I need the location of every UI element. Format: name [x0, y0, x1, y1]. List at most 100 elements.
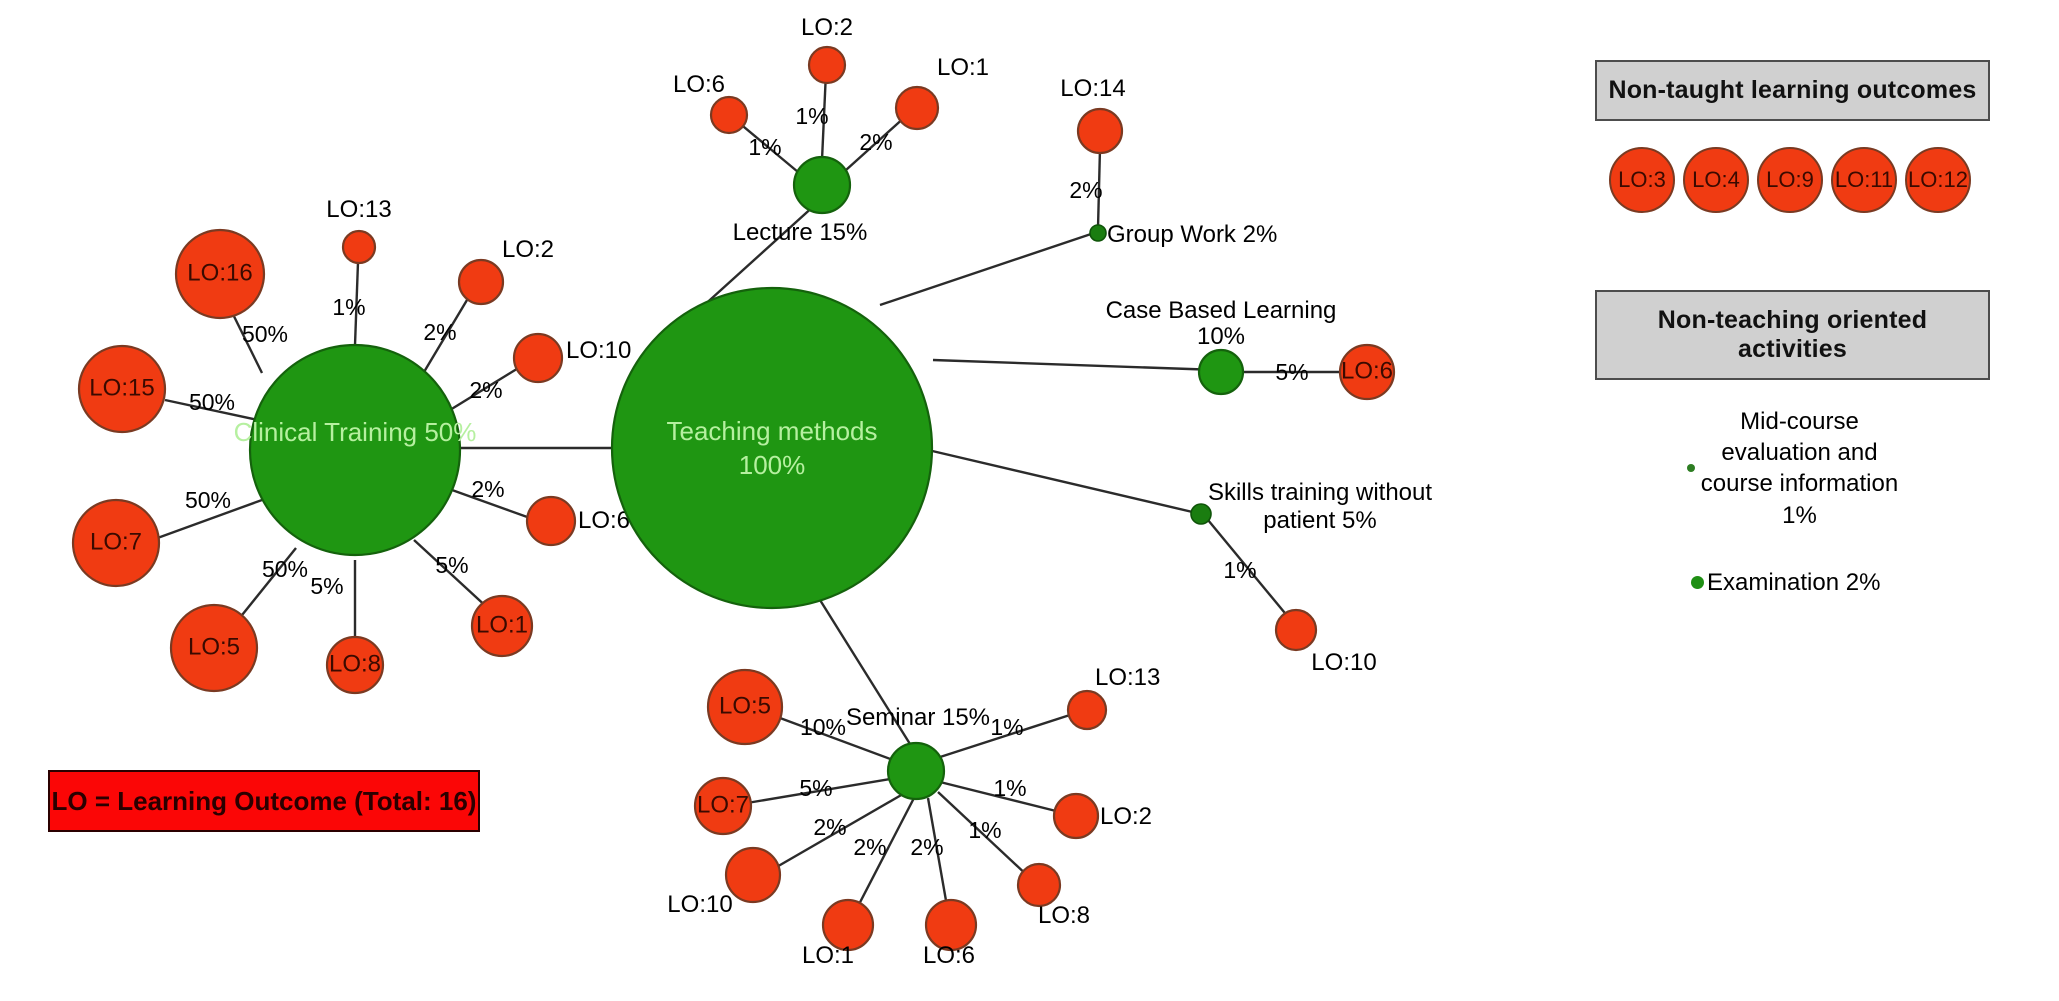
activity-bullet-icon	[1686, 464, 1695, 473]
non-taught-lo-item-2[interactable]: LO:9	[1757, 147, 1823, 213]
node-seminar-lo8[interactable]	[1016, 862, 1062, 908]
activity-examination: Examination 2%	[1595, 569, 1990, 597]
non-taught-lo-item-4[interactable]: LO:12	[1905, 147, 1971, 213]
legend-text: LO = Learning Outcome (Total: 16)	[51, 785, 477, 816]
pct-skills-lo10: 1%	[1223, 557, 1256, 583]
node-skills-training[interactable]	[1190, 503, 1212, 525]
label-casebased-lo6: LO:6	[1341, 357, 1393, 384]
label-lecture-lo1: LO:1	[937, 54, 989, 81]
edge-clinical-lo10	[449, 365, 521, 412]
cluster-case-based-learning: Case Based Learning 10% LO:6 5%	[1106, 297, 1396, 401]
node-groupwork-lo14[interactable]	[1076, 107, 1124, 155]
non-taught-lo-item-3[interactable]: LO:11	[1831, 147, 1897, 213]
cluster-clinical-training: Clinical Training 50% LO:16 50% LO:13 1%…	[71, 196, 631, 695]
node-clinical-lo10[interactable]	[512, 332, 564, 384]
pct-seminar-lo1: 2%	[853, 834, 886, 860]
pct-lecture-lo2: 1%	[795, 103, 828, 129]
label-seminar-lo10: LO:10	[667, 891, 732, 918]
edge-lecture-lo6	[737, 121, 799, 173]
edge-seminar-lo6	[926, 797, 950, 913]
node-clinical-lo16[interactable]	[174, 228, 266, 320]
label-clinical-lo7: LO:7	[90, 528, 142, 555]
cluster-skills-training: Skills training without patient 5% LO:10…	[1190, 479, 1432, 676]
pct-clinical-lo2: 2%	[423, 319, 456, 345]
pct-seminar-lo6: 2%	[910, 834, 943, 860]
label-lecture: Lecture 15%	[733, 219, 868, 246]
node-lecture[interactable]	[792, 155, 852, 215]
edge-clinical-lo13	[353, 261, 360, 346]
node-clinical-lo5[interactable]	[169, 603, 259, 693]
node-group-work[interactable]	[1089, 224, 1107, 242]
node-casebased-lo6[interactable]	[1338, 343, 1396, 401]
label-seminar-lo2: LO:2	[1100, 803, 1152, 830]
pct-clinical-lo15: 50%	[189, 389, 235, 415]
node-clinical-lo7[interactable]	[71, 498, 161, 588]
label-clinical-lo13: LO:13	[326, 196, 391, 223]
node-clinical-lo13[interactable]	[341, 229, 377, 265]
edge-root-groupwork	[879, 230, 1098, 307]
activity-mid-course-line3: course information	[1700, 470, 1899, 498]
pct-clinical-lo10: 2%	[469, 377, 502, 403]
pct-clinical-lo7: 50%	[185, 487, 231, 513]
examination-bullet-icon	[1691, 576, 1704, 590]
node-lecture-lo1[interactable]	[894, 85, 940, 131]
node-seminar-lo7[interactable]	[693, 776, 753, 836]
label-seminar-lo7: LO:7	[697, 791, 749, 818]
node-seminar-lo5[interactable]	[706, 668, 784, 746]
node-clinical-training[interactable]	[248, 343, 462, 557]
label-clinical-lo10: LO:10	[566, 337, 631, 364]
node-lecture-lo6[interactable]	[709, 95, 749, 135]
label-groupwork-lo14: LO:14	[1060, 75, 1125, 102]
node-seminar-lo13[interactable]	[1066, 689, 1108, 731]
node-seminar-lo6[interactable]	[924, 898, 978, 952]
panel-non-taught-learning-outcomes: Non-taught learning outcomes LO:3 LO:4 L…	[1595, 60, 1990, 213]
non-taught-lo-item-1[interactable]: LO:4	[1683, 147, 1749, 213]
pct-seminar-lo7: 5%	[799, 775, 832, 801]
activity-mid-course-evaluation: Mid-course evaluation and course informa…	[1595, 406, 1990, 531]
pct-seminar-lo8: 1%	[968, 817, 1001, 843]
label-seminar-lo13: LO:13	[1095, 664, 1160, 691]
node-teaching-methods[interactable]	[610, 286, 934, 610]
node-lecture-lo2[interactable]	[807, 45, 847, 85]
edge-clinical-lo2	[422, 294, 472, 373]
node-clinical-lo15[interactable]	[77, 344, 167, 434]
pct-clinical-lo16: 50%	[242, 321, 288, 347]
label-clinical-lo1: LO:1	[476, 611, 528, 638]
activity-mid-course-text: Mid-course evaluation and course informa…	[1701, 406, 1898, 531]
panel-non-taught-header: Non-taught learning outcomes	[1595, 60, 1990, 121]
label-clinical-lo16: LO:16	[187, 259, 252, 286]
activity-examination-text: Examination 2%	[1707, 568, 1881, 596]
node-clinical-lo6[interactable]	[525, 495, 577, 547]
edge-clinical-lo7	[151, 498, 263, 542]
edge-seminar-lo8	[937, 791, 1031, 879]
node-seminar[interactable]	[886, 741, 946, 801]
node-clinical-lo2[interactable]	[457, 258, 505, 306]
legend-box: LO = Learning Outcome (Total: 16)	[48, 770, 480, 832]
node-seminar-lo10[interactable]	[724, 846, 782, 904]
activity-mid-course-line4: 1%	[1782, 501, 1817, 529]
pct-clinical-lo6: 2%	[471, 476, 504, 502]
non-taught-lo-item-0[interactable]: LO:3	[1609, 147, 1675, 213]
edge-root-lecture	[689, 194, 827, 319]
edge-root-casebased	[932, 358, 1219, 372]
label-case-based-learning-line2: 10%	[1197, 323, 1245, 350]
cluster-group-work: Group Work 2% LO:14 2%	[1060, 75, 1277, 248]
edge-seminar-lo2	[939, 780, 1061, 814]
edge-lecture-lo1	[845, 115, 907, 171]
node-skills-lo10[interactable]	[1274, 608, 1318, 652]
label-skills-training-line1: Skills training without	[1208, 479, 1432, 506]
panel-non-teaching-oriented-activities: Non-teaching oriented activities Mid-cou…	[1595, 290, 1990, 597]
node-clinical-lo1[interactable]	[470, 594, 534, 658]
label-clinical-training: Clinical Training 50%	[234, 417, 477, 447]
pct-lecture-lo1: 2%	[859, 129, 892, 155]
cluster-seminar: Seminar 15% LO:5 10% LO:13 1% LO:7 5% LO…	[667, 664, 1160, 969]
label-skills-training-line2: patient 5%	[1263, 507, 1376, 534]
pct-clinical-lo1: 5%	[435, 552, 468, 578]
node-seminar-lo2[interactable]	[1052, 792, 1100, 840]
node-seminar-lo1[interactable]	[821, 898, 875, 952]
node-clinical-lo8[interactable]	[325, 635, 385, 695]
edge-seminar-lo1	[853, 797, 916, 913]
pct-clinical-lo5: 50%	[262, 556, 308, 582]
node-case-based-learning[interactable]	[1197, 348, 1245, 396]
